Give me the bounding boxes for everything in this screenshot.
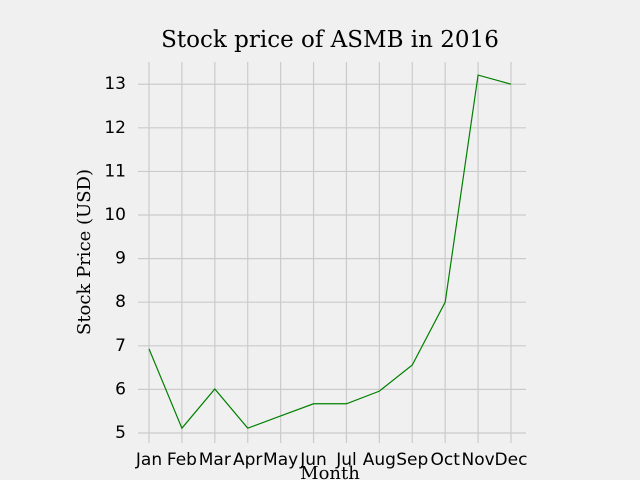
x-tick-label: Feb	[167, 450, 197, 470]
y-axis-label: Stock Price (USD)	[74, 169, 95, 335]
y-tick-label: 5	[115, 423, 126, 443]
x-tick-label: Jan	[135, 450, 162, 470]
x-tick-label: May	[263, 450, 298, 470]
y-tick-label: 11	[104, 161, 126, 181]
line	[148, 74, 512, 430]
y-tick-label: 10	[104, 205, 126, 225]
x-tick-label: Apr	[233, 450, 262, 470]
y-tick-label: 9	[115, 249, 126, 269]
y-tick-label: 7	[115, 336, 126, 356]
x-tick-label: Sep	[396, 450, 428, 470]
x-tick-label: Jun	[299, 450, 327, 470]
y-tick-label: 8	[115, 292, 126, 312]
x-tick-label: Dec	[495, 450, 528, 470]
x-tick-label: Mar	[199, 450, 231, 470]
y-tick-label: 13	[104, 74, 126, 94]
chart-title: Stock price of ASMB in 2016	[161, 27, 499, 53]
y-tick-label: 6	[115, 379, 126, 399]
x-tick-label: Nov	[461, 450, 494, 470]
x-tick-label: Jul	[335, 450, 357, 470]
x-tick-label: Aug	[363, 450, 396, 470]
x-axis-label: Month	[300, 463, 360, 480]
x-tick-label: Oct	[430, 450, 460, 470]
y-tick-label: 12	[104, 118, 126, 138]
